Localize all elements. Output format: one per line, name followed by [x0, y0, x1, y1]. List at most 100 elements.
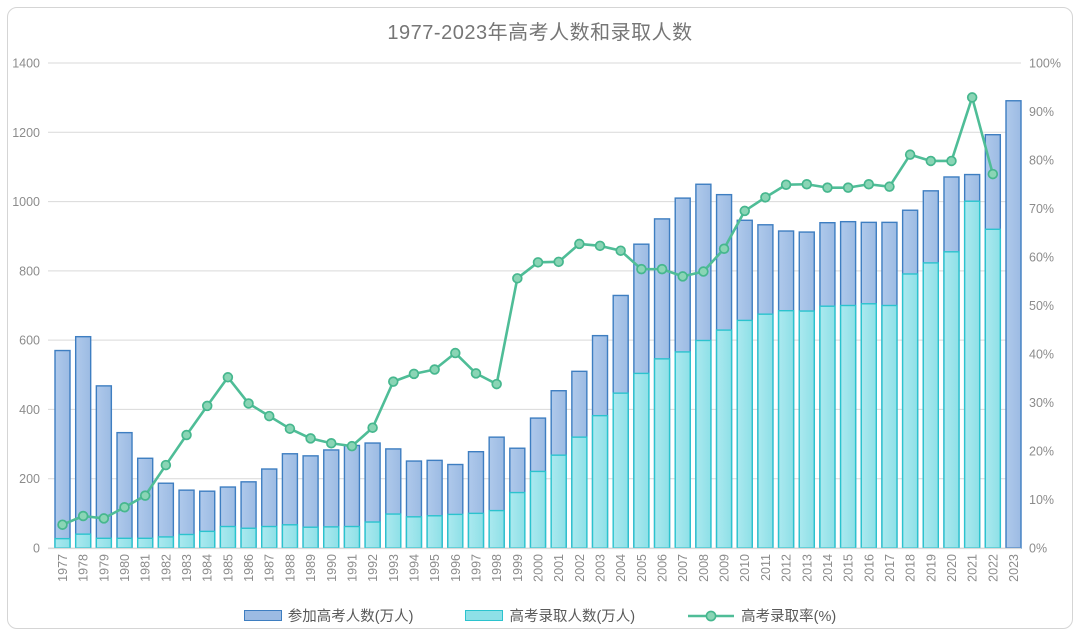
rate-point-1983[interactable] [181, 429, 192, 441]
rate-point-2000[interactable] [532, 257, 544, 268]
admitted-bar-1992[interactable] [364, 521, 381, 549]
participants-bar-1977[interactable] [54, 349, 71, 549]
admitted-bar-2006[interactable] [653, 358, 671, 549]
rate-point-1990[interactable] [326, 437, 337, 449]
admitted-bar-1989[interactable] [302, 526, 319, 549]
admitted-bar-2000[interactable] [529, 470, 547, 549]
admitted-bar-2020[interactable] [943, 251, 960, 549]
rate-point-1995[interactable] [429, 364, 440, 375]
rate-point-1998[interactable] [491, 378, 502, 390]
admitted-bar-1990[interactable] [323, 526, 340, 549]
admitted-bar-2002[interactable] [571, 436, 588, 549]
admitted-bar-1987[interactable] [261, 525, 278, 549]
admitted-bar-2021[interactable] [963, 200, 981, 549]
admitted-bar-1996[interactable] [447, 513, 464, 549]
rate-point-1999[interactable] [512, 273, 523, 284]
admitted-bar-2018[interactable] [901, 273, 919, 549]
admitted-bar-2003[interactable] [591, 414, 609, 549]
rate-point-1994[interactable] [408, 368, 420, 380]
admitted-bar-2019[interactable] [922, 262, 940, 549]
admitted-bar-2011[interactable] [757, 313, 774, 549]
rate-point-2009[interactable] [718, 243, 730, 255]
admitted-bar-1985[interactable] [219, 525, 237, 549]
admitted-bar-1997[interactable] [467, 512, 485, 549]
admitted-bar-2015[interactable] [839, 304, 857, 549]
rate-point-2010[interactable] [739, 205, 750, 217]
rate-point-2004[interactable] [615, 245, 626, 256]
rate-point-1977[interactable] [57, 519, 68, 530]
rate-point-1980[interactable] [119, 502, 130, 513]
rate-point-2021[interactable] [966, 92, 978, 103]
rate-point-2014[interactable] [822, 182, 833, 193]
admitted-bar-2009[interactable] [715, 329, 733, 549]
admitted-bar-2007[interactable] [674, 351, 691, 549]
admitted-bar-1981[interactable] [136, 537, 154, 549]
admitted-bar-1986[interactable] [240, 527, 257, 549]
admitted-bar-2012[interactable] [777, 309, 795, 549]
rate-point-1989[interactable] [305, 433, 316, 444]
rate-point-2015[interactable] [842, 182, 854, 193]
legend-item-rate[interactable]: 高考录取率(%) [687, 605, 836, 626]
rate-point-1984[interactable] [201, 400, 213, 412]
rate-point-1991[interactable] [346, 440, 358, 452]
participants-bar-1981[interactable] [136, 457, 154, 549]
admitted-bar-1988[interactable] [281, 524, 299, 549]
rate-point-1986[interactable] [243, 398, 254, 409]
admitted-bar-2013[interactable] [798, 310, 815, 549]
participants-bar-2023[interactable] [1005, 100, 1022, 549]
admitted-bar-1999[interactable] [509, 491, 526, 549]
rate-point-2005[interactable] [636, 263, 647, 275]
rate-point-2002[interactable] [574, 238, 585, 250]
rate-point-2006[interactable] [656, 263, 668, 275]
legend-item-participants[interactable]: 参加高考人数(万人) [243, 605, 413, 626]
admitted-bar-2017[interactable] [881, 304, 898, 549]
rate-point-1993[interactable] [388, 376, 399, 387]
admitted-bar-2014[interactable] [819, 305, 836, 549]
admitted-bar-2004[interactable] [612, 392, 629, 549]
admitted-bar-2008[interactable] [695, 339, 712, 549]
admitted-bar-1984[interactable] [199, 530, 216, 549]
admitted-bar-1993[interactable] [385, 513, 402, 549]
rate-point-2013[interactable] [801, 179, 813, 190]
rate-point-1979[interactable] [98, 513, 110, 524]
rate-point-2003[interactable] [594, 240, 606, 252]
admitted-bar-1983[interactable] [178, 533, 195, 549]
rate-point-1978[interactable] [77, 510, 89, 522]
rate-point-2011[interactable] [760, 192, 771, 203]
rate-point-1988[interactable] [284, 423, 296, 434]
rate-point-1981[interactable] [139, 490, 151, 501]
rate-point-1987[interactable] [263, 410, 275, 422]
admitted-bar-1982[interactable] [157, 536, 175, 549]
rate-point-2022[interactable] [987, 168, 999, 180]
rate-point-2018[interactable] [904, 149, 916, 160]
rate-point-1997[interactable] [470, 368, 482, 379]
admitted-bar-1977[interactable] [54, 537, 71, 549]
admitted-bar-2022[interactable] [984, 228, 1002, 549]
admitted-bar-1978[interactable] [74, 533, 92, 549]
rate-point-1985[interactable] [222, 372, 234, 383]
admitted-bar-1991[interactable] [343, 525, 361, 549]
rate-point-2016[interactable] [863, 179, 875, 190]
admitted-bar-2010[interactable] [736, 319, 753, 549]
rate-point-2001[interactable] [553, 256, 564, 268]
rate-point-1992[interactable] [367, 422, 378, 433]
admitted-bar-1995[interactable] [426, 515, 443, 549]
admitted-bar-1980[interactable] [116, 537, 133, 549]
admitted-bar-2005[interactable] [633, 372, 650, 549]
rate-point-1996[interactable] [450, 347, 461, 359]
rate-point-2020[interactable] [946, 155, 957, 167]
legend-item-admitted[interactable]: 高考录取人数(万人) [465, 605, 635, 626]
admitted-bar-2016[interactable] [860, 303, 877, 549]
rate-point-2012[interactable] [780, 179, 792, 190]
participants-bar-1980[interactable] [116, 431, 133, 549]
admitted-bar-1998[interactable] [488, 509, 505, 549]
rate-point-2007[interactable] [677, 271, 688, 282]
rate-point-2017[interactable] [884, 181, 895, 192]
admitted-bar-1994[interactable] [405, 516, 423, 549]
participants-bar-1979[interactable] [95, 385, 113, 549]
rate-point-2019[interactable] [925, 155, 937, 167]
rate-point-1982[interactable] [160, 459, 172, 471]
admitted-bar-1979[interactable] [95, 537, 113, 549]
admitted-bar-2001[interactable] [550, 454, 567, 549]
rate-point-2008[interactable] [698, 266, 709, 277]
